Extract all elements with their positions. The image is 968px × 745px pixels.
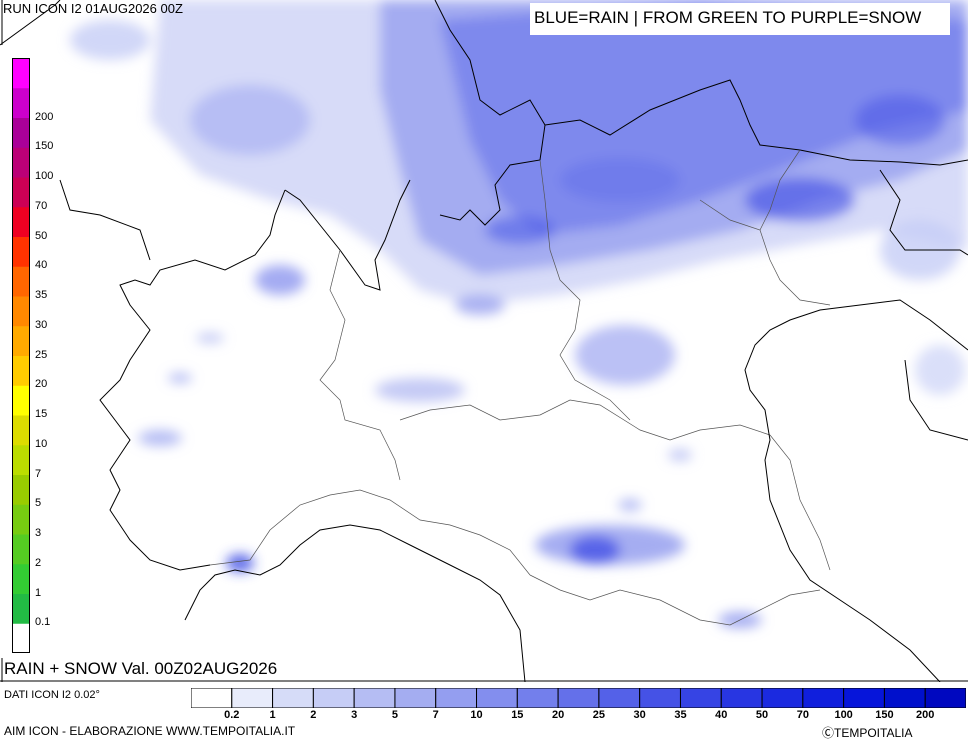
snow-scale-swatch xyxy=(12,117,30,148)
rain-scale-swatch xyxy=(272,688,314,708)
rain-scale-swatch xyxy=(476,688,518,708)
snow-scale-swatch xyxy=(12,177,30,208)
snow-scale-label: 150 xyxy=(35,140,54,153)
snow-scale-label: 2 xyxy=(35,556,42,569)
snow-scale-label: 200 xyxy=(35,110,54,123)
snow-color-scale xyxy=(12,58,30,653)
rain-scale-swatch xyxy=(720,688,763,708)
precipitation-map xyxy=(0,0,968,682)
snow-scale-swatch xyxy=(12,355,30,386)
snow-scale-label: 30 xyxy=(35,318,48,331)
rain-scale-label: 2 xyxy=(310,709,317,721)
snow-scale-label: 40 xyxy=(35,259,48,272)
snow-scale-label: 0.1 xyxy=(35,616,51,629)
rain-scale-swatch xyxy=(883,688,926,708)
rain-scale-label: 3 xyxy=(351,709,358,721)
rain-scale-label: 0.2 xyxy=(224,709,240,721)
snow-scale-swatch xyxy=(12,58,30,89)
snow-scale-swatch xyxy=(12,325,30,356)
snow-scale-label: 15 xyxy=(35,408,48,420)
rain-scale-swatch xyxy=(679,688,722,708)
rain-scale-swatch xyxy=(598,688,641,708)
rain-scale-swatch xyxy=(557,688,600,708)
legend-banner: BLUE=RAIN | FROM GREEN TO PURPLE=SNOW xyxy=(530,4,950,34)
snow-scale-label: 35 xyxy=(35,289,48,301)
snow-scale-label: 1 xyxy=(35,586,42,599)
snow-scale-swatch xyxy=(12,87,30,118)
snow-scale-swatch xyxy=(12,474,30,505)
elaboration-credit: AIM ICON - ELABORAZIONE WWW.TEMPOITALIA.… xyxy=(4,724,296,738)
rain-scale-swatch xyxy=(231,688,274,708)
run-title: RUN ICON I2 01AUG2026 00Z xyxy=(3,1,183,16)
snow-scale-swatch xyxy=(12,623,30,653)
product-title: RAIN + SNOW Val. 00Z02AUG2026 xyxy=(4,659,278,678)
snow-scale-label: 5 xyxy=(35,497,42,510)
coastline xyxy=(184,299,968,682)
rain-scale-label: 20 xyxy=(551,709,565,721)
rain-scale-label: 150 xyxy=(875,709,894,721)
snow-scale-label: 25 xyxy=(35,348,48,361)
snow-scale-swatch xyxy=(12,296,30,327)
snow-scale-label: 70 xyxy=(35,199,48,212)
rain-scale-label: 40 xyxy=(715,709,728,721)
snow-scale-swatch xyxy=(12,534,30,565)
rain-scale-label: 35 xyxy=(674,709,687,721)
rain-scale-label: 70 xyxy=(796,709,809,721)
rain-scale-swatch xyxy=(924,688,966,708)
snow-scale-label: 7 xyxy=(35,467,42,480)
rain-scale-label: 200 xyxy=(916,709,935,721)
snow-scale-swatch xyxy=(12,415,30,446)
rain-scale-label: 10 xyxy=(470,709,483,721)
snow-scale-swatch xyxy=(12,236,30,267)
snow-scale-swatch xyxy=(12,385,30,416)
rain-scale-label: 25 xyxy=(592,709,606,721)
rain-field xyxy=(70,0,968,628)
data-source-label: DATI ICON I2 0.02° xyxy=(4,689,100,701)
snow-scale-label: 100 xyxy=(35,170,54,182)
rain-scale-label: 15 xyxy=(511,709,524,721)
snow-scale-swatch xyxy=(12,206,30,237)
rain-scale-swatch xyxy=(394,688,437,708)
rain-scale-label: 50 xyxy=(755,709,769,721)
rain-scale-swatch xyxy=(435,688,478,708)
rain-scale-swatch xyxy=(639,688,681,708)
snow-scale-swatch xyxy=(12,266,30,297)
rain-scale-swatch xyxy=(353,688,396,708)
snow-scale-swatch xyxy=(12,563,30,594)
rain-scale-swatch xyxy=(761,688,804,708)
rain-scale-label: 30 xyxy=(633,709,646,721)
rain-scale-swatch xyxy=(191,688,233,708)
rain-scale-swatch xyxy=(802,688,845,708)
rain-scale-label: 100 xyxy=(834,709,853,721)
rain-scale-swatch xyxy=(843,688,885,708)
snow-scale-swatch xyxy=(12,147,30,178)
rain-scale-label: 5 xyxy=(391,709,398,721)
snow-scale-outline xyxy=(12,58,30,653)
snow-scale-label: 10 xyxy=(35,437,48,450)
snow-scale-label: 20 xyxy=(35,378,48,391)
rain-color-scale xyxy=(191,688,966,708)
copyright-label: ⒸTEMPOITALIA xyxy=(822,726,913,740)
snow-scale-swatch xyxy=(12,504,30,535)
snow-scale-swatch xyxy=(12,444,30,475)
snow-scale-label: 3 xyxy=(35,527,42,539)
rain-scale-swatch xyxy=(312,688,355,708)
rain-scale-label: 1 xyxy=(269,709,276,721)
snow-scale-label: 50 xyxy=(35,229,48,242)
rain-scale-label: 7 xyxy=(432,709,439,721)
regional-borders xyxy=(209,149,831,626)
rain-scale-swatch xyxy=(516,688,559,708)
snow-scale-swatch xyxy=(12,593,30,624)
national-borders xyxy=(0,0,968,571)
